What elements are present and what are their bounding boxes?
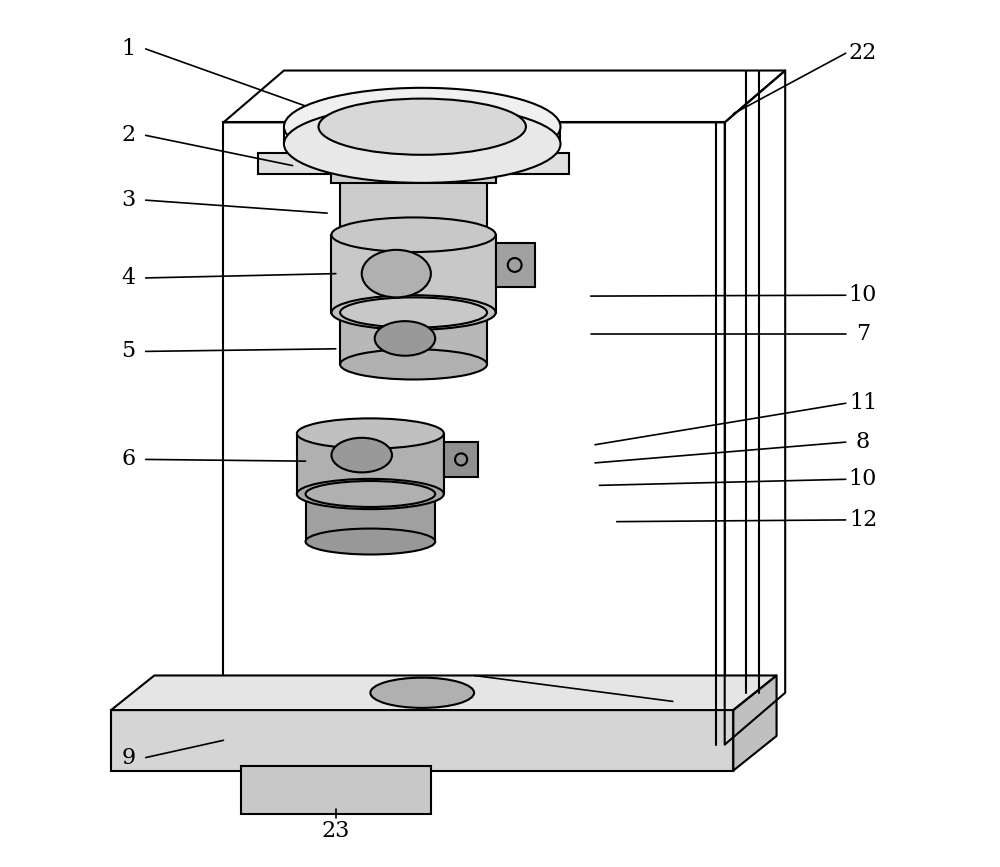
Ellipse shape [340, 349, 487, 380]
Bar [297, 434, 444, 494]
Bar [496, 244, 535, 287]
Text: 2: 2 [121, 124, 135, 147]
Bar [444, 442, 478, 477]
Ellipse shape [340, 297, 487, 328]
Ellipse shape [284, 105, 560, 183]
Bar [340, 174, 487, 235]
Bar [241, 766, 431, 814]
Text: 8: 8 [856, 431, 870, 453]
Bar [111, 710, 733, 771]
Text: 4: 4 [121, 267, 135, 289]
Text: 22: 22 [849, 42, 877, 64]
Bar [340, 312, 487, 364]
Text: 11: 11 [849, 392, 877, 414]
Ellipse shape [297, 419, 444, 448]
Ellipse shape [331, 218, 496, 252]
Bar [331, 235, 496, 312]
Ellipse shape [319, 99, 526, 155]
Ellipse shape [362, 250, 431, 297]
Polygon shape [733, 675, 777, 771]
Text: 10: 10 [849, 468, 877, 491]
Bar [331, 161, 496, 183]
Text: 7: 7 [856, 323, 870, 345]
Text: 23: 23 [322, 820, 350, 842]
Ellipse shape [284, 88, 560, 166]
Text: 6: 6 [121, 448, 135, 471]
Bar [223, 122, 725, 745]
Bar [306, 494, 435, 542]
Text: 1: 1 [121, 38, 135, 60]
Ellipse shape [297, 479, 444, 509]
Text: 10: 10 [849, 284, 877, 306]
Text: 12: 12 [849, 509, 877, 531]
Ellipse shape [306, 481, 435, 507]
Bar [349, 226, 478, 244]
Ellipse shape [331, 296, 496, 329]
Polygon shape [111, 675, 777, 710]
Ellipse shape [370, 678, 474, 707]
Bar [258, 153, 569, 174]
Ellipse shape [375, 321, 435, 355]
Ellipse shape [306, 529, 435, 555]
Text: 5: 5 [121, 341, 135, 362]
Text: 9: 9 [121, 746, 135, 768]
Text: 3: 3 [121, 189, 136, 212]
Ellipse shape [331, 438, 392, 473]
